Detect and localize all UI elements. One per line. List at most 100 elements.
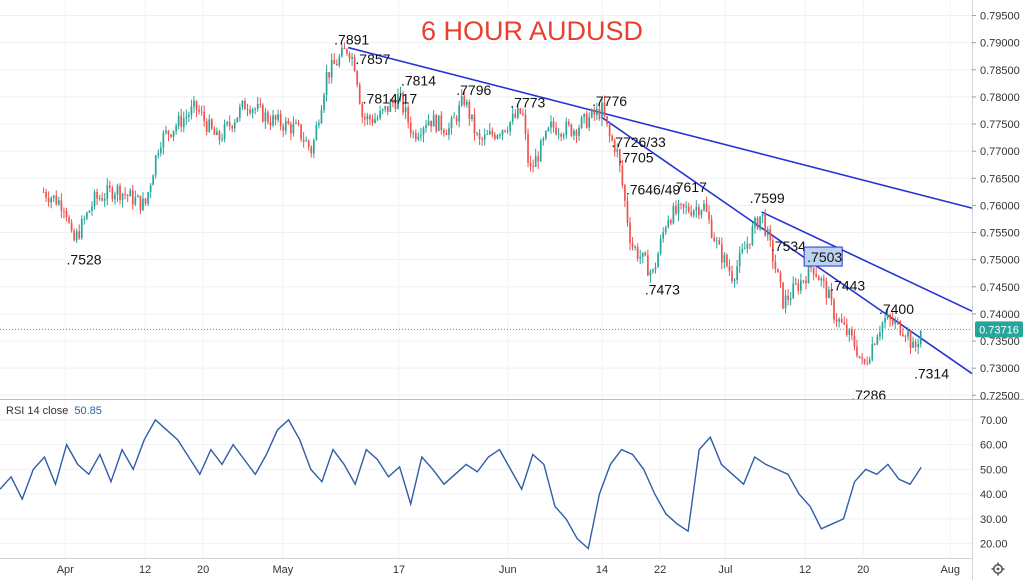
candle-body (754, 217, 756, 227)
candle-body (483, 134, 486, 140)
price-tick-label: 0.73500 (980, 336, 1020, 348)
candle-body (427, 120, 430, 126)
candle-body (443, 130, 445, 134)
candle-body (200, 111, 203, 113)
candle-body (96, 191, 98, 199)
candle-body (57, 200, 60, 205)
candle-body (629, 222, 631, 244)
candle-body (659, 238, 662, 254)
candle-body (210, 119, 213, 129)
candle-body (379, 110, 381, 119)
candle-body (664, 227, 667, 233)
candle-body (63, 210, 65, 212)
candle-body (550, 121, 552, 128)
candle-body (315, 125, 318, 140)
candle-body (124, 193, 126, 195)
candle-body (845, 324, 848, 335)
candle-body (692, 210, 695, 216)
candle-body (465, 101, 468, 105)
candle-body (188, 115, 190, 117)
candle-body (264, 112, 267, 122)
candle-body (55, 195, 58, 205)
candle-body (657, 253, 659, 268)
price-tick-label: 0.75500 (980, 228, 1020, 240)
candle-body (728, 265, 731, 272)
price-tick-label: 0.74000 (980, 309, 1020, 321)
candle-body (397, 94, 399, 109)
candle-body (815, 274, 818, 277)
candle-body (149, 185, 152, 193)
candle-body (853, 335, 856, 347)
candle-body (509, 121, 512, 132)
candle-body (244, 100, 246, 110)
settings-gear-icon[interactable] (991, 562, 1005, 576)
grid (0, 0, 972, 558)
candle-body (233, 122, 236, 129)
candle-body (394, 103, 397, 109)
candle-body (137, 195, 139, 198)
candle-body (414, 132, 417, 140)
price-annotation: .7726/33 (611, 134, 666, 150)
candle-body (889, 314, 891, 320)
rsi-line (0, 418, 922, 550)
candle-body (261, 104, 264, 122)
candle-body (914, 341, 917, 348)
candle-body (249, 109, 251, 114)
candle-body (267, 112, 269, 123)
candle-body (896, 320, 899, 322)
candle-body (42, 191, 45, 193)
candle-body (114, 194, 116, 200)
candle-body (473, 114, 476, 134)
candle-body (142, 198, 144, 211)
time-tick-label: 22 (654, 564, 666, 576)
candle-body (185, 116, 188, 119)
candle-body (690, 211, 693, 216)
price-annotation: .7705 (619, 149, 654, 165)
candle-body (907, 331, 909, 337)
candle-body (328, 72, 330, 78)
candle-body (290, 124, 292, 134)
time-tick-label: 14 (596, 564, 608, 576)
candle-body (771, 240, 774, 262)
candle-body (807, 263, 810, 284)
candle-body (720, 244, 723, 263)
time-axis-ticks: Apr 12 20 May 17 Jun 14 22 Jul 12 20 Aug (57, 564, 960, 576)
candle-body (73, 230, 75, 241)
candle-body (794, 283, 797, 285)
candle-body (134, 197, 137, 205)
rsi-indicator-name: RSI 14 close (6, 405, 68, 417)
candle-body (389, 101, 392, 112)
candle-body (894, 320, 897, 324)
candle-body (323, 94, 325, 110)
candle-body (162, 132, 165, 148)
candle-body (165, 130, 167, 133)
candle-body (491, 130, 494, 135)
candle-body (731, 271, 733, 282)
trendline[interactable] (347, 46, 973, 209)
candle-body (899, 321, 902, 335)
candle-body (705, 203, 708, 212)
candle-body (468, 101, 471, 119)
candle-body (455, 117, 458, 122)
candle-body (672, 206, 675, 224)
candle-body (295, 122, 297, 124)
candle-body (861, 357, 863, 360)
candle-body (833, 299, 835, 320)
price-tick-label: 0.76500 (980, 173, 1020, 185)
candle-body (106, 185, 109, 199)
trendline[interactable] (761, 211, 973, 312)
candle-body (863, 359, 866, 363)
candle-body (144, 198, 147, 204)
candle-body (710, 219, 713, 238)
candle-body (516, 108, 519, 118)
candle-body (639, 256, 642, 259)
candle-body (685, 206, 687, 208)
candle-body (608, 124, 611, 137)
candle-body (246, 109, 249, 111)
candle-body (460, 96, 463, 106)
candle-body (476, 133, 478, 135)
candle-body (167, 130, 170, 135)
candle-body (376, 118, 379, 120)
candle-body (292, 123, 295, 134)
candle-body (636, 247, 639, 259)
